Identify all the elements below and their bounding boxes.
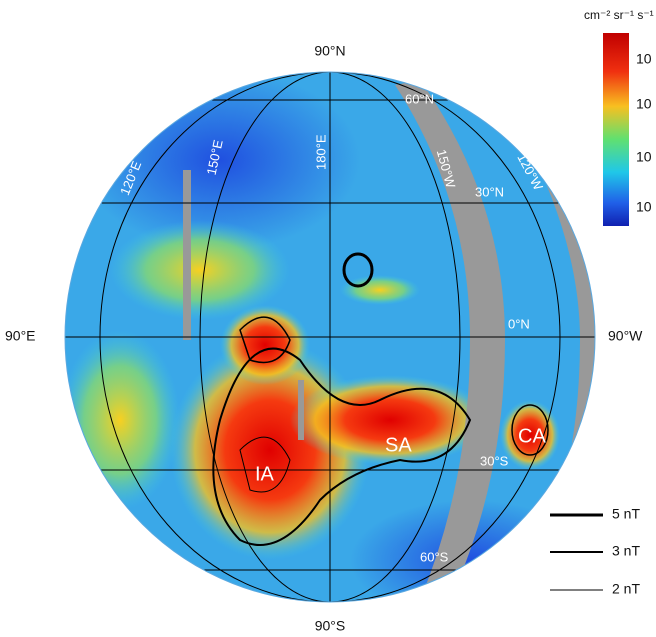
- colorbar-unit: cm⁻² sr⁻¹ s⁻¹: [584, 8, 654, 22]
- pole-label: 90°S: [315, 618, 346, 634]
- lat-label: 60°N: [405, 91, 434, 106]
- legend-label: 3 nT: [612, 543, 640, 559]
- edge-label: 90°E: [5, 328, 36, 344]
- pole-label: 90°N: [314, 43, 345, 59]
- lon-label: 180°E: [313, 134, 328, 170]
- legend-label: 2 nT: [612, 581, 640, 597]
- edge-label: 90°W: [608, 328, 643, 344]
- figure: 90°N 90°S 90°E 90°W 60°N 30°N 0°N 30°S 6…: [0, 0, 656, 637]
- lat-label: 60°S: [420, 549, 449, 564]
- region-label: IA: [255, 463, 275, 485]
- lat-label: 30°N: [475, 184, 504, 199]
- colorbar-tick: 10: [636, 199, 652, 215]
- region-label: CA: [518, 425, 546, 447]
- legend-label: 5 nT: [612, 506, 640, 522]
- colorbar: [603, 33, 629, 226]
- globe: [60, 70, 600, 620]
- lat-label: 0°N: [508, 316, 530, 331]
- colorbar-tick: 10: [636, 96, 652, 112]
- lat-label: 30°S: [480, 453, 509, 468]
- region-label: SA: [385, 434, 412, 456]
- colorbar-tick: 10: [636, 51, 652, 67]
- colorbar-tick: 10: [636, 149, 652, 165]
